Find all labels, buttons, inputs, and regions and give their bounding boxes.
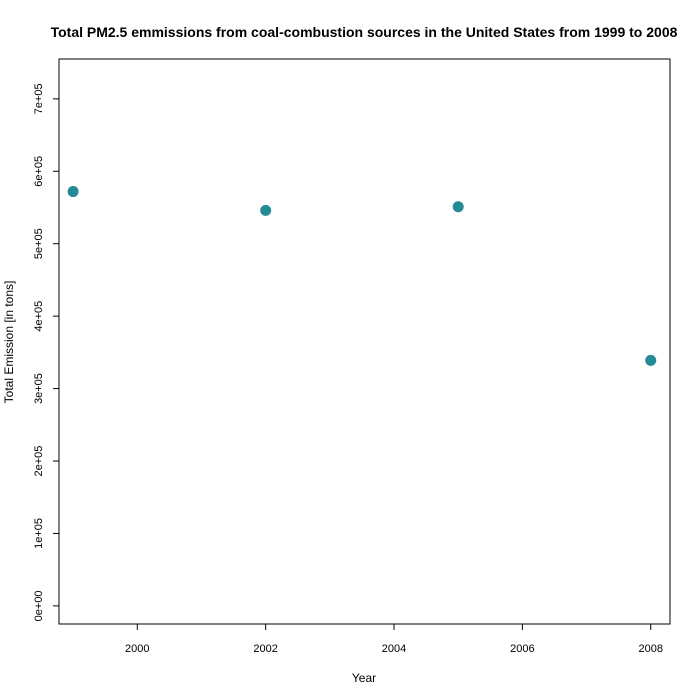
y-tick-label-6e+05: 6e+05 [33, 156, 45, 187]
chart-title: Total PM2.5 emmissions from coal-combust… [51, 24, 678, 40]
x-tick-label-2006: 2006 [510, 643, 534, 655]
y-tick-label-5e+05: 5e+05 [33, 228, 45, 259]
data-point-2002 [260, 204, 272, 216]
x-tick-label-2000: 2000 [125, 643, 149, 655]
y-tick-label-3e+05: 3e+05 [33, 373, 45, 404]
y-tick-label-4e+05: 4e+05 [33, 301, 45, 332]
y-tick-label-7e+05: 7e+05 [33, 83, 45, 114]
plot-area-frame [58, 58, 671, 625]
y-axis: 0e+00 1e+05 2e+05 3e+05 4e+05 5e+05 6e+05 7e+05 [33, 83, 59, 621]
x-tick-label-2002: 2002 [253, 643, 277, 655]
data-point-2008 [645, 354, 657, 366]
x-axis: 2000 2002 2004 2006 2008 [125, 624, 663, 655]
y-tick-label-0e+00: 0e+00 [33, 590, 45, 621]
x-tick-label-2004: 2004 [382, 643, 406, 655]
x-axis-label: Year [352, 671, 376, 685]
y-tick-label-1e+05: 1e+05 [33, 518, 45, 549]
data-point-2005 [452, 201, 464, 213]
y-tick-label-2e+05: 2e+05 [33, 446, 45, 477]
x-tick-label-2008: 2008 [639, 643, 663, 655]
data-point-1999 [67, 186, 79, 198]
data-points [67, 186, 657, 366]
y-axis-label: Total Emission [in tons] [2, 281, 16, 404]
